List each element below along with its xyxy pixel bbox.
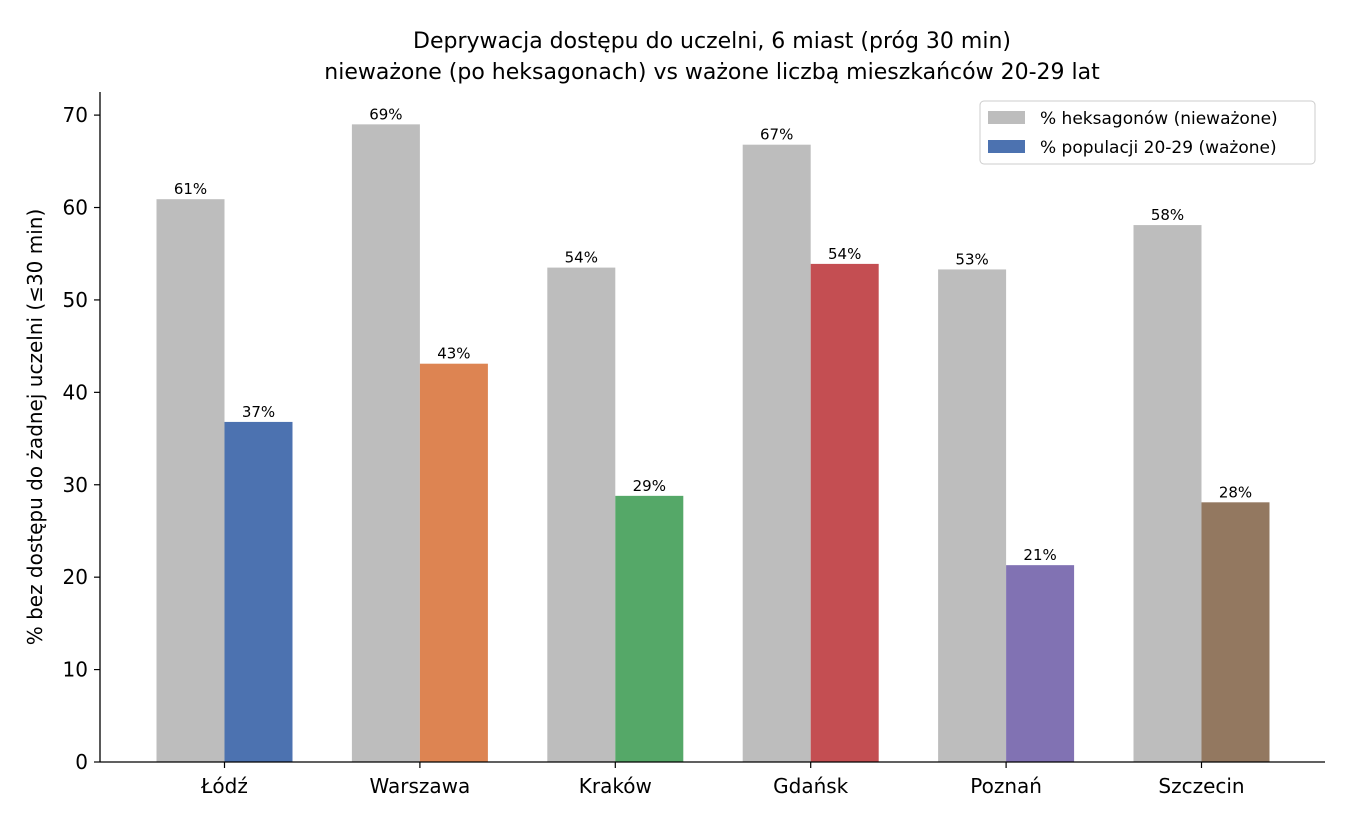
data-label-weighted-5: 28% bbox=[1219, 483, 1252, 501]
bar-unweighted-3 bbox=[742, 144, 811, 763]
chart-subtitle: nieważone (po heksagonach) vs ważone lic… bbox=[324, 60, 1100, 85]
y-tick-label-3: 30 bbox=[63, 473, 88, 497]
x-tick-label-2: Kraków bbox=[579, 774, 652, 798]
y-tick-label-2: 20 bbox=[63, 565, 88, 589]
data-label-weighted-4: 21% bbox=[1023, 546, 1056, 564]
legend-label-unweighted: % heksagonów (nieważone) bbox=[1040, 109, 1278, 129]
x-ticks-group: Łódź Warszawa Kraków Gdańsk Poznań Szczecin bbox=[200, 762, 1245, 798]
x-tick-label-5: Szczecin bbox=[1158, 774, 1244, 798]
data-label-unweighted-5: 58% bbox=[1151, 206, 1184, 224]
data-label-unweighted-1: 69% bbox=[369, 105, 402, 123]
data-label-unweighted-0: 61% bbox=[174, 180, 207, 198]
y-tick-label-1: 10 bbox=[63, 658, 88, 682]
bar-weighted-0 bbox=[224, 421, 293, 762]
x-tick-label-3: Gdańsk bbox=[773, 774, 849, 798]
data-label-weighted-1: 43% bbox=[437, 345, 470, 363]
bars-group: 61% 37% 69% 43% 54% 29% 67% 54% 53% 21% 58% 28% bbox=[156, 105, 1270, 763]
bar-weighted-3 bbox=[810, 263, 879, 762]
data-label-unweighted-3: 67% bbox=[760, 126, 793, 144]
bar-unweighted-2 bbox=[547, 267, 616, 762]
y-axis-label: % bez dostępu do żadnej uczelni (≤30 min… bbox=[23, 209, 47, 646]
bar-unweighted-1 bbox=[351, 124, 420, 762]
bar-unweighted-5 bbox=[1133, 225, 1202, 762]
y-tick-label-7: 70 bbox=[63, 103, 88, 127]
y-tick-label-5: 50 bbox=[63, 288, 88, 312]
y-tick-label-4: 40 bbox=[63, 380, 88, 404]
data-label-unweighted-4: 53% bbox=[955, 250, 988, 268]
bar-weighted-2 bbox=[615, 495, 684, 762]
data-label-weighted-2: 29% bbox=[633, 477, 666, 495]
legend-label-weighted: % populacji 20-29 (ważone) bbox=[1040, 138, 1277, 158]
legend-swatch-weighted bbox=[988, 140, 1025, 153]
data-label-unweighted-2: 54% bbox=[565, 249, 598, 267]
bar-unweighted-4 bbox=[938, 269, 1007, 762]
legend: % heksagonów (nieważone) % populacji 20-… bbox=[979, 100, 1316, 165]
legend-box bbox=[979, 100, 1316, 165]
bar-weighted-5 bbox=[1201, 502, 1270, 762]
chart-title: Deprywacja dostępu do uczelni, 6 miast (… bbox=[413, 29, 1011, 54]
x-tick-label-0: Łódź bbox=[200, 774, 248, 798]
bar-unweighted-0 bbox=[156, 199, 225, 762]
y-tick-label-6: 60 bbox=[63, 196, 88, 220]
y-ticks-group: 0 10 20 30 40 50 60 70 bbox=[63, 103, 100, 774]
x-tick-label-1: Warszawa bbox=[370, 774, 471, 798]
legend-swatch-unweighted bbox=[988, 111, 1025, 124]
data-label-weighted-0: 37% bbox=[242, 403, 275, 421]
y-tick-label-0: 0 bbox=[75, 750, 88, 774]
x-tick-label-4: Poznań bbox=[970, 774, 1042, 798]
data-label-weighted-3: 54% bbox=[828, 245, 861, 263]
bar-weighted-1 bbox=[419, 363, 488, 762]
bar-weighted-4 bbox=[1006, 565, 1075, 762]
